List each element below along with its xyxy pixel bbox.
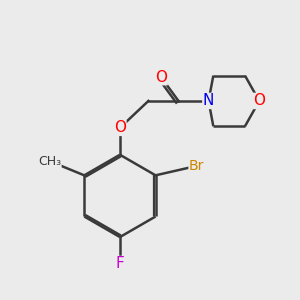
Text: O: O — [155, 70, 167, 85]
Text: CH₃: CH₃ — [38, 154, 61, 168]
Text: O: O — [253, 93, 265, 108]
Text: O: O — [114, 120, 126, 135]
Text: N: N — [203, 93, 214, 108]
Text: F: F — [116, 256, 124, 272]
Text: Br: Br — [189, 159, 204, 173]
